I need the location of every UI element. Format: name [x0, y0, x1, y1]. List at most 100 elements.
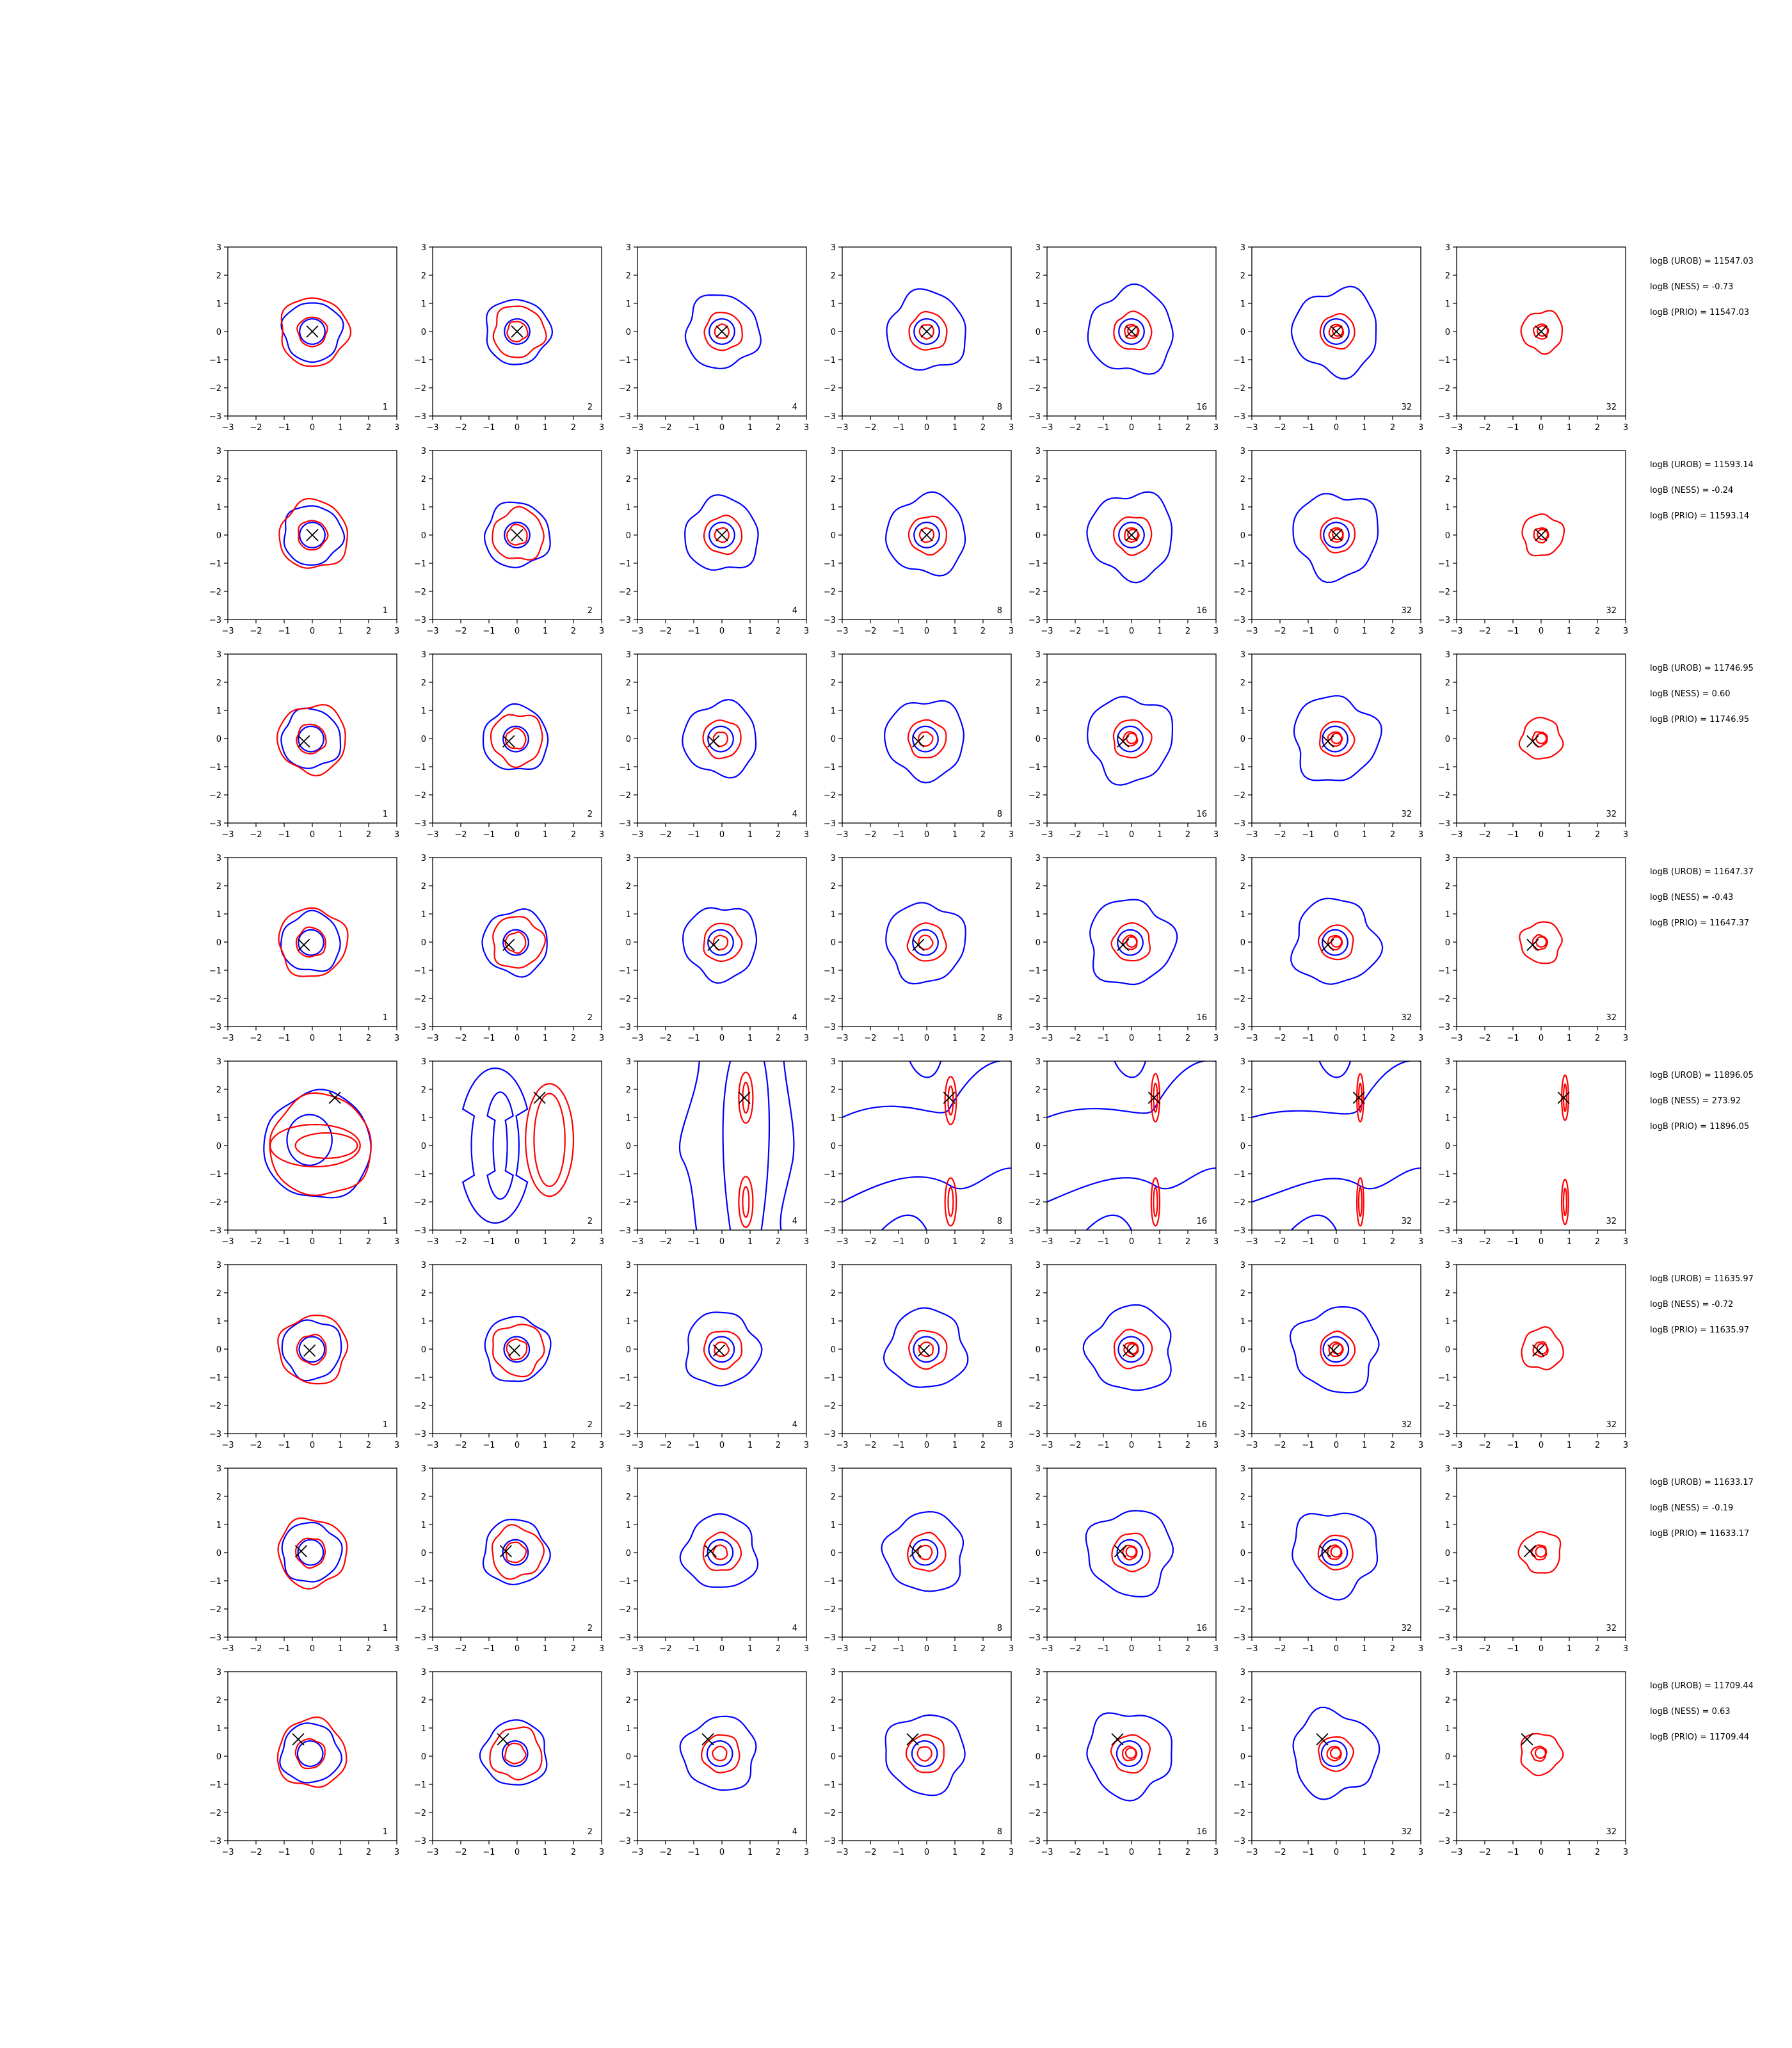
x-tick-label: 3 [599, 1237, 604, 1247]
axes-frame [227, 1264, 397, 1434]
y-tick-label: 2 [421, 1085, 426, 1095]
y-tick-label: 1 [1445, 707, 1450, 716]
x-tick-label: 0 [1334, 1441, 1339, 1450]
x-tick-label: 0 [1539, 1034, 1544, 1043]
y-tick-label: 0 [626, 1549, 631, 1558]
y-tick-label: −3 [1438, 412, 1450, 422]
marker [292, 1732, 305, 1746]
x-tick-label: −3 [1245, 1034, 1258, 1043]
marker [502, 938, 515, 952]
y-tick-label: −3 [1438, 819, 1450, 829]
marker [328, 1091, 341, 1104]
x-tick-label: 0 [310, 1237, 315, 1247]
blue-contour [1322, 725, 1348, 753]
y-tick-label: −3 [1233, 1633, 1245, 1643]
y-tick-label: −2 [209, 1198, 221, 1208]
y-tick-label: 1 [626, 300, 631, 309]
panel: −3−3 −2 −2 −1 −1 0 0 1 1 2 2 3 3 2 [414, 243, 604, 433]
y-tick-label: −1 [1438, 1577, 1450, 1587]
x-tick-label: 0 [310, 830, 315, 840]
y-tick-label: 2 [1445, 1289, 1450, 1299]
x-tick-label: −1 [1097, 1848, 1109, 1857]
marker [533, 1091, 546, 1104]
x-tick-label: −1 [278, 1237, 290, 1247]
y-tick-label: 3 [1036, 1261, 1041, 1270]
marker [920, 529, 933, 541]
red-contour [1112, 719, 1153, 759]
marker [1111, 1732, 1124, 1746]
y-tick-label: 3 [1036, 1464, 1041, 1474]
y-tick-label: −1 [414, 1577, 426, 1587]
y-tick-label: −1 [209, 1373, 221, 1383]
y-tick-label: −2 [414, 588, 426, 597]
x-tick-label: −3 [836, 1441, 848, 1450]
panel: −3−3 −2 −2 −1 −1 0 0 1 1 2 2 3 3 32 [1233, 650, 1423, 840]
red-contour [1535, 732, 1548, 744]
plot-area [484, 1315, 552, 1382]
y-tick-label: 0 [626, 328, 631, 337]
x-tick-label: 3 [1009, 423, 1014, 433]
marker [306, 325, 319, 338]
red-contour [714, 527, 730, 543]
red-contour [492, 506, 545, 561]
y-tick-label: 1 [831, 1724, 836, 1734]
x-tick-label: −3 [1450, 627, 1462, 636]
red-contour [1520, 1732, 1564, 1777]
marker [917, 1344, 931, 1357]
panel-label: 32 [1401, 1013, 1412, 1023]
panel: −3−3 −2 −2 −1 −1 0 0 1 1 2 2 3 3 32 [1233, 854, 1423, 1043]
y-tick-label: 0 [1036, 1752, 1041, 1762]
x-tick-label: 0 [924, 830, 929, 840]
blue-contour [280, 707, 342, 769]
y-tick-label: 2 [626, 1085, 631, 1095]
marker [298, 938, 310, 952]
y-tick-label: 3 [626, 650, 631, 660]
x-tick-label: 3 [1213, 1848, 1219, 1857]
blue-contour [1293, 695, 1382, 781]
panel-label: 2 [588, 810, 593, 819]
y-tick-label: 2 [1240, 475, 1245, 484]
panel: −3−3 −2 −2 −1 −1 0 0 1 1 2 2 3 3 8 [824, 447, 1014, 636]
x-tick-label: 1 [748, 627, 753, 636]
marker [906, 1732, 919, 1746]
panel: −3−3 −2 −2 −1 −1 0 0 1 1 2 2 3 3 8 [824, 1668, 1014, 1857]
x-tick-label: 1 [748, 1441, 753, 1450]
x-tick-label: 0 [515, 1237, 520, 1247]
panel: −3−3 −2 −2 −1 −1 0 0 1 1 2 2 3 3 2 [414, 447, 604, 636]
red-contour [1327, 731, 1343, 747]
panel: −3−3 −2 −2 −1 −1 0 0 1 1 2 2 3 3 16 [1028, 447, 1219, 636]
red-contour [1560, 1074, 1569, 1121]
x-tick-label: −2 [659, 1441, 671, 1450]
x-tick-label: −2 [659, 830, 671, 840]
x-tick-label: −3 [1041, 1237, 1053, 1247]
blue-contour [1292, 1706, 1380, 1800]
x-tick-label: 2 [1185, 1441, 1190, 1450]
axes-frame [1456, 1468, 1626, 1638]
y-tick-label: −3 [1438, 1430, 1450, 1439]
plot-area [1560, 1074, 1569, 1226]
y-tick-label: −2 [414, 995, 426, 1004]
x-tick-label: 2 [1390, 1644, 1395, 1654]
red-contour [1110, 922, 1151, 962]
x-tick-label: −1 [687, 1237, 700, 1247]
y-tick-label: −2 [1028, 384, 1041, 394]
x-tick-label: −2 [1274, 830, 1286, 840]
y-tick-label: 3 [216, 1057, 221, 1067]
red-contour [1533, 527, 1549, 544]
y-tick-label: −1 [824, 966, 836, 976]
y-tick-label: 1 [626, 503, 631, 513]
y-tick-label: 0 [216, 1142, 221, 1151]
axes-frame [1251, 653, 1421, 824]
panel: −3−3 −2 −2 −1 −1 0 0 1 1 2 2 3 3 32 [1233, 243, 1423, 433]
y-tick-label: −1 [1438, 559, 1450, 569]
y-tick-label: 2 [1036, 1492, 1041, 1502]
x-tick-label: 0 [719, 1237, 724, 1247]
blue-contour [461, 1067, 529, 1224]
x-tick-label: −3 [426, 1848, 438, 1857]
blue-contour [1118, 522, 1145, 548]
red-contour [703, 515, 743, 556]
marker [1535, 529, 1548, 541]
x-tick-label: 2 [776, 1644, 781, 1654]
axes-frame [1456, 857, 1626, 1027]
x-tick-label: −3 [426, 423, 438, 433]
